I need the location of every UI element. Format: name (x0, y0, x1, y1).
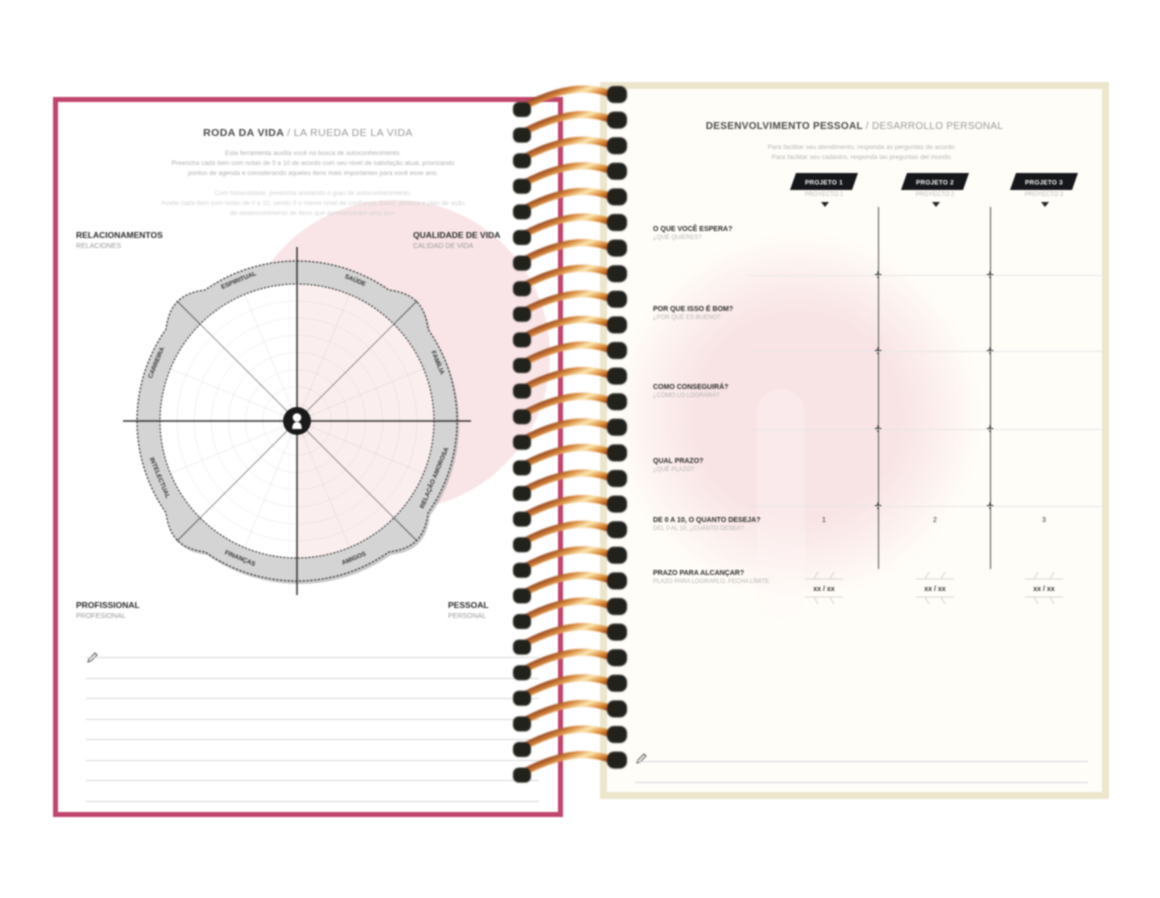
svg-text:xx / xx: xx / xx (813, 586, 835, 593)
svg-text:PROJETO 1: PROJETO 1 (805, 180, 843, 187)
svg-text:xx / xx: xx / xx (1033, 586, 1055, 593)
svg-text:PROJETO 2: PROJETO 2 (916, 180, 954, 187)
svg-text:xx / xx: xx / xx (924, 586, 946, 593)
svg-text:PROJETO 3: PROJETO 3 (1025, 180, 1063, 187)
